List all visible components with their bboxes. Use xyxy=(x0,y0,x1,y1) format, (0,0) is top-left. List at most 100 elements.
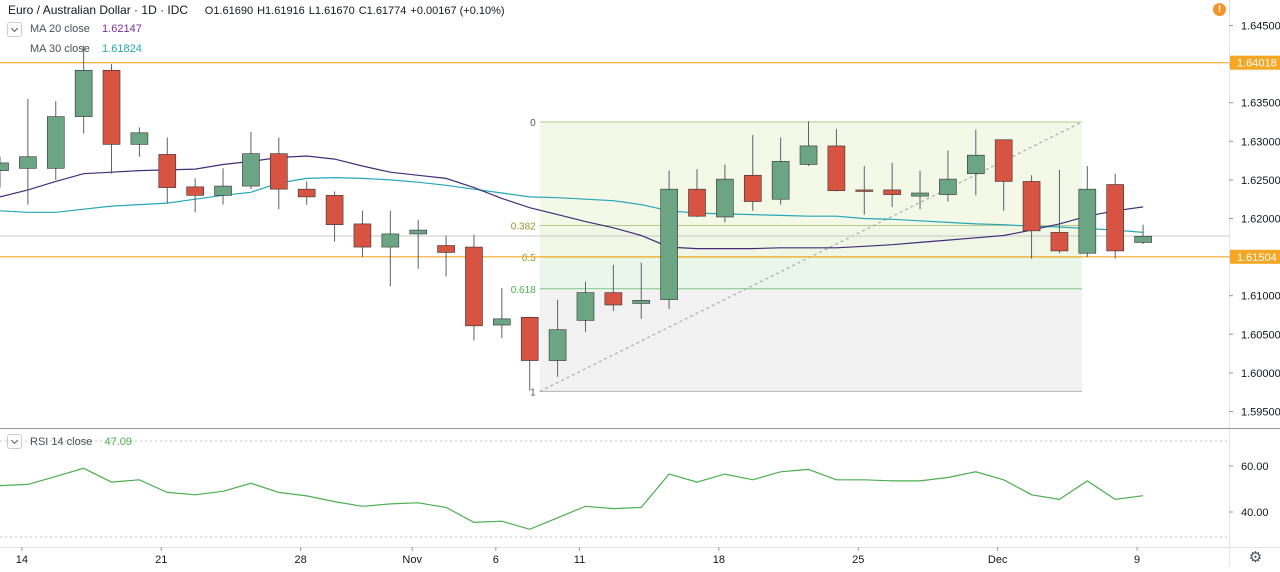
candle-body xyxy=(1022,181,1041,232)
time-tick-label: Dec xyxy=(988,554,1008,566)
horizontal-line-label: 1.64018 xyxy=(1237,58,1277,70)
time-tick-label: 14 xyxy=(16,554,28,566)
ma20-label: MA 20 close xyxy=(30,23,90,35)
candle-body xyxy=(994,139,1013,182)
candle-body xyxy=(604,292,623,306)
symbol-title: Euro / Australian Dollar · 1D · IDC xyxy=(8,3,189,17)
candle xyxy=(186,178,204,213)
horizontal-line-tag xyxy=(1230,249,1280,264)
candle xyxy=(130,127,149,157)
candle xyxy=(1106,173,1124,259)
candle xyxy=(0,156,9,188)
candle xyxy=(465,234,483,341)
alert-icon[interactable]: ! xyxy=(1213,3,1226,16)
candle xyxy=(158,137,177,204)
candle-body xyxy=(19,156,37,169)
candle-body xyxy=(660,188,678,300)
price-tick-label: 1.63000 xyxy=(1241,136,1280,148)
candle-body xyxy=(883,189,901,195)
candle xyxy=(214,168,232,205)
time-tick-label: 21 xyxy=(155,554,167,566)
candle-body xyxy=(716,178,734,218)
candle-body xyxy=(1134,235,1152,243)
horizontal-line-tag xyxy=(1230,55,1280,70)
candle-body xyxy=(688,188,706,217)
candle xyxy=(966,129,985,196)
candle xyxy=(493,287,511,339)
candle xyxy=(799,121,818,167)
candle-body xyxy=(743,174,762,202)
ohlc-item: H1.61916 xyxy=(257,5,305,17)
ohlc-key: O xyxy=(204,5,214,17)
candle xyxy=(1134,224,1152,244)
candle xyxy=(576,281,595,332)
ohlc-value: +0.00167 (+0.10%) xyxy=(410,5,505,17)
candle xyxy=(1022,175,1041,259)
candle xyxy=(939,150,957,202)
rsi-tick-label: 40.00 xyxy=(1241,507,1269,519)
candle-body xyxy=(0,162,9,171)
candle-body xyxy=(158,154,177,188)
candle xyxy=(19,98,37,205)
horizontal-line-label: 1.61504 xyxy=(1237,252,1277,264)
ohlc-item: O1.61690 xyxy=(205,5,253,17)
fib-level-label: 0.618 xyxy=(511,285,536,296)
candle xyxy=(688,169,706,217)
candle xyxy=(716,164,734,223)
price-tick-label: 1.60000 xyxy=(1241,368,1280,380)
fib-level-label: 0.382 xyxy=(511,221,536,232)
candle-body xyxy=(855,189,874,192)
candle-body xyxy=(911,192,929,197)
candle-body xyxy=(576,292,595,321)
ohlc-item: +0.00167 (+0.10%) xyxy=(410,5,504,17)
candle xyxy=(771,137,790,205)
ohlc-value: 1.61690 xyxy=(213,5,254,17)
chevron-down-icon[interactable] xyxy=(7,22,22,37)
candle-body xyxy=(632,300,651,304)
candle xyxy=(660,170,678,309)
candle-body xyxy=(46,116,65,169)
candle xyxy=(74,45,93,134)
candle-body xyxy=(130,132,149,145)
candle xyxy=(827,128,846,192)
fib-zone xyxy=(539,122,1082,226)
rsi-legend[interactable]: RSI 14 close 47.09 xyxy=(30,436,132,448)
candle xyxy=(604,264,623,312)
candle xyxy=(437,235,455,277)
candle-body xyxy=(214,185,232,196)
candle xyxy=(297,181,316,205)
candle-body xyxy=(465,246,483,327)
ohlc-item: L1.61670 xyxy=(309,5,355,17)
candle-body xyxy=(186,186,204,196)
ma20-legend[interactable]: MA 20 close 1.62147 xyxy=(30,23,142,35)
time-tick-label: Nov xyxy=(402,554,422,566)
rsi-line xyxy=(0,467,1144,530)
ma30-legend[interactable]: MA 30 close 1.61824 xyxy=(30,43,142,55)
candle-body xyxy=(1078,188,1097,254)
candle-body xyxy=(381,233,400,248)
candle-body xyxy=(1050,232,1069,252)
chart-header: Euro / Australian Dollar · 1D · IDC O1.6… xyxy=(8,3,509,17)
candle-body xyxy=(799,145,818,165)
fib-level-label: 0.5 xyxy=(522,253,536,264)
price-tick-label: 1.60500 xyxy=(1241,329,1280,341)
candle xyxy=(325,191,344,242)
candle xyxy=(102,64,121,174)
rsi-tick-label: 60.00 xyxy=(1241,461,1269,473)
candle xyxy=(353,210,372,258)
candle xyxy=(269,137,288,210)
candle xyxy=(883,162,901,207)
candle xyxy=(743,135,762,211)
rsi-chevron-down-icon[interactable] xyxy=(7,434,22,449)
ma20-line xyxy=(0,155,1144,250)
candle xyxy=(242,132,260,190)
time-tick-label: 25 xyxy=(852,554,864,566)
candle xyxy=(855,166,874,215)
time-tick-label: 28 xyxy=(295,554,307,566)
fib-zone xyxy=(539,257,1082,289)
candle xyxy=(994,139,1013,211)
gear-icon[interactable]: ⚙ xyxy=(1248,549,1263,566)
time-tick-label: 9 xyxy=(1134,554,1140,566)
